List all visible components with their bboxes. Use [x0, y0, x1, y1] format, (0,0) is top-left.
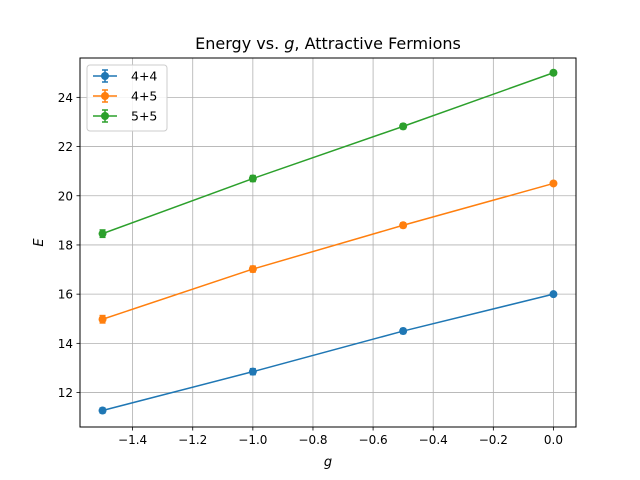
data-point	[98, 406, 107, 415]
legend: 4+4 4+5 5+5	[86, 64, 168, 132]
y-tick-label: 20	[58, 189, 73, 203]
x-axis: −1.4 −1.2 −1.0 −0.8 −0.6 −0.4 −0.2 0.0	[118, 427, 563, 447]
data-point	[399, 122, 408, 131]
series-layer	[98, 68, 558, 415]
x-tick-label: 0.0	[544, 433, 563, 447]
x-tick-label: −1.2	[178, 433, 207, 447]
y-axis: 12 14 16 18 20 22 24	[58, 91, 80, 400]
series-line	[102, 72, 554, 235]
chart-title: Energy vs. g, Attractive Fermions	[195, 34, 461, 53]
data-point	[549, 179, 558, 188]
legend-marker	[101, 92, 109, 100]
x-tick-label: −0.6	[359, 433, 388, 447]
legend-item-5-5: 5+5	[93, 109, 157, 124]
legend-label: 4+5	[131, 89, 157, 104]
x-tick-label: −0.4	[419, 433, 448, 447]
legend-label: 4+4	[131, 69, 157, 84]
data-point	[98, 315, 107, 324]
legend-item-4-5: 4+5	[93, 89, 157, 104]
x-tick-label: −1.0	[238, 433, 267, 447]
y-tick-label: 18	[58, 238, 73, 252]
x-axis-label: g	[324, 455, 332, 470]
series-line	[102, 182, 554, 320]
data-point	[399, 221, 408, 230]
chart-title-suffix: , Attractive Fermions	[294, 34, 460, 53]
data-point	[248, 265, 257, 274]
chart-title-prefix: Energy vs.	[195, 34, 284, 53]
x-tick-label: −0.8	[298, 433, 327, 447]
y-tick-label: 24	[58, 91, 73, 105]
series-4-4	[98, 290, 558, 415]
y-axis-label: E	[32, 238, 47, 247]
y-tick-label: 12	[58, 386, 73, 400]
legend-item-4-4: 4+4	[93, 69, 157, 84]
grid	[80, 58, 576, 427]
y-tick-label: 16	[58, 288, 73, 302]
legend-label: 5+5	[131, 109, 157, 124]
y-tick-label: 22	[58, 140, 73, 154]
legend-marker	[101, 72, 109, 80]
series-5-5	[98, 68, 558, 239]
plot-frame	[79, 57, 577, 428]
legend-marker	[101, 112, 109, 120]
data-point	[549, 68, 558, 77]
data-point	[549, 290, 558, 299]
data-point	[248, 174, 257, 183]
data-point	[248, 367, 257, 376]
chart-title-variable: g	[284, 34, 294, 53]
y-tick-label: 14	[58, 337, 73, 351]
data-point	[399, 327, 408, 336]
series-4-5	[98, 179, 558, 324]
series-line	[102, 293, 554, 412]
x-tick-label: −1.4	[118, 433, 147, 447]
data-point	[98, 229, 107, 238]
x-tick-label: −0.2	[479, 433, 508, 447]
